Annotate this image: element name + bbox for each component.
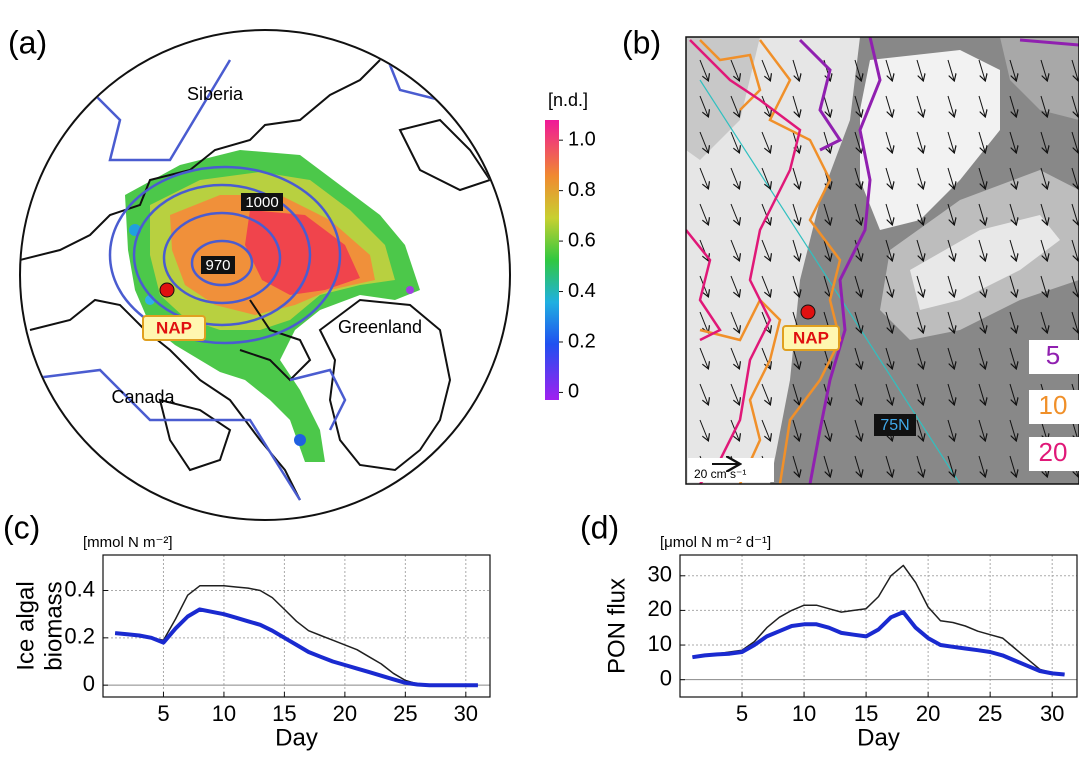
colorbar-tick-label: 0.2 <box>568 330 596 352</box>
colorbar-tick-label: 0.8 <box>568 179 596 201</box>
x-tick-label: 25 <box>978 701 1002 726</box>
plot-area <box>680 555 1077 697</box>
region-label: Siberia <box>187 84 244 104</box>
line-series <box>692 564 1065 676</box>
units-label: [mmol N m⁻²] <box>83 534 173 551</box>
map-field <box>21 39 501 501</box>
x-tick-label: 5 <box>736 701 748 726</box>
y-axis-label: Ice algal <box>12 581 39 670</box>
colorbar-label: [n.d.] <box>548 90 588 110</box>
x-tick-label: 10 <box>792 701 816 726</box>
legend-label: 5 <box>1046 340 1060 370</box>
x-axis-label: Day <box>857 724 900 751</box>
y-tick-label: 0 <box>83 671 95 696</box>
x-tick-label: 15 <box>854 701 878 726</box>
x-tick-label: 5 <box>157 701 169 726</box>
colorbar-tick-label: 0.6 <box>568 229 596 251</box>
plot-frame <box>102 554 491 698</box>
y-tick-label: 0.4 <box>64 576 95 601</box>
panel-b: (b) NAP 75N 20 cm s⁻¹ 5 10 20 <box>622 24 1079 485</box>
line-charts: (c) [mmol N m⁻²] 5 10 15 20 25 30 0 0.2 0.4 Day Ice … <box>3 509 1078 751</box>
x-tick-label: 20 <box>333 701 357 726</box>
panel-a: (a) 1000 970 Siberia Greenland Canada NA… <box>8 24 588 521</box>
panel-label: (c) <box>3 509 40 545</box>
line-series <box>114 607 478 688</box>
y-axis-label: PON flux <box>603 578 630 674</box>
x-tick-label: 15 <box>272 701 296 726</box>
panel-label: (b) <box>622 24 661 60</box>
contour-label: 1000 <box>245 194 278 211</box>
site-label: NAP <box>156 318 192 337</box>
y-tick-label: 10 <box>648 631 672 656</box>
map-field <box>686 37 1079 484</box>
legend-box <box>1029 437 1079 471</box>
plot-frame <box>679 554 1078 698</box>
y-tick-label: 20 <box>648 596 672 621</box>
legend-label: 10 <box>1039 390 1068 420</box>
legend-box <box>1029 340 1079 374</box>
colorbar-tick-label: 0.4 <box>568 280 596 302</box>
x-tick-label: 25 <box>393 701 417 726</box>
vector-scale-label: 20 cm s⁻¹ <box>694 467 746 481</box>
x-tick-label: 10 <box>212 701 236 726</box>
line-series <box>692 610 1065 677</box>
site-label: NAP <box>793 328 829 347</box>
region-label: Greenland <box>338 317 422 337</box>
legend-label: 20 <box>1039 437 1068 467</box>
y-tick-label: 0 <box>660 665 672 690</box>
plot-area <box>103 555 490 697</box>
colorbar-tick-label: 1.0 <box>568 128 596 150</box>
latitude-label: 75N <box>880 417 909 434</box>
x-tick-label: 30 <box>1040 701 1064 726</box>
region-label: Canada <box>111 387 175 407</box>
contour-label: 970 <box>205 257 230 274</box>
x-tick-label: 20 <box>916 701 940 726</box>
legend-box <box>1029 390 1079 424</box>
x-axis-label: Day <box>275 724 318 751</box>
panel-label: (d) <box>580 509 619 545</box>
colorbar <box>545 120 559 400</box>
panel-label: (a) <box>8 24 47 60</box>
colorbar-tick-label: 0 <box>568 381 579 403</box>
site-marker <box>159 282 175 298</box>
y-tick-label: 30 <box>648 562 672 587</box>
x-tick-label: 30 <box>454 701 478 726</box>
y-axis-label: biomass <box>40 581 67 670</box>
units-label: [μmol N m⁻² d⁻¹] <box>660 534 771 551</box>
site-marker <box>800 304 816 320</box>
y-tick-label: 0.2 <box>64 624 95 649</box>
